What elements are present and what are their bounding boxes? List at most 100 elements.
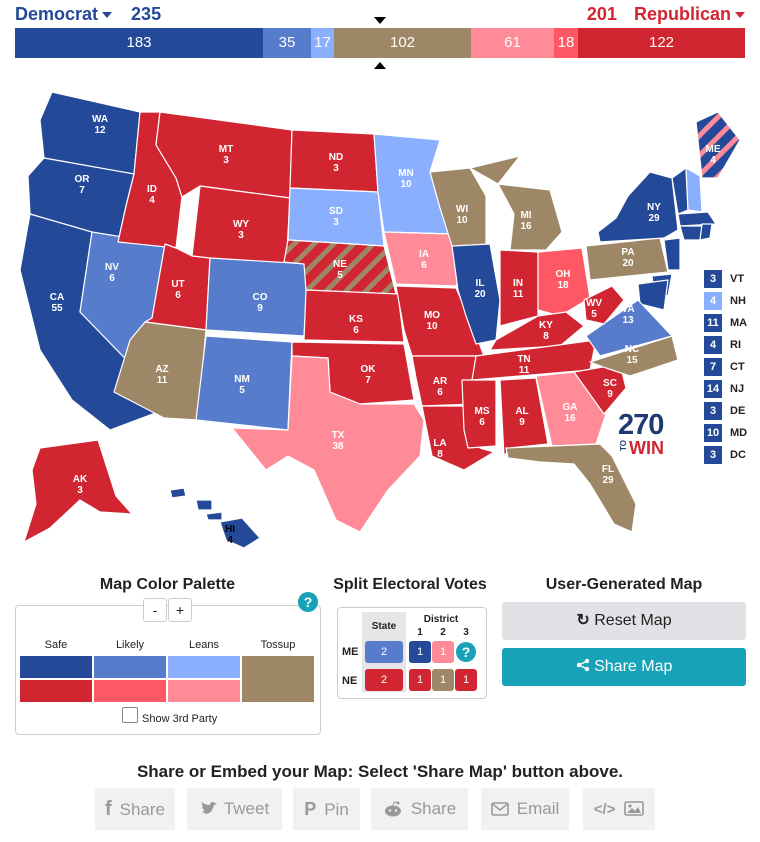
share-map-button[interactable]: Share Map bbox=[502, 648, 746, 686]
palette-plus-button[interactable]: + bbox=[168, 598, 192, 622]
state-label-tx: TX bbox=[332, 430, 345, 441]
ne-district-2[interactable]: 1 bbox=[432, 669, 454, 691]
state-ga[interactable] bbox=[535, 371, 607, 447]
small-state-ev-ri[interactable]: 4 bbox=[704, 336, 722, 354]
reddit-share-button[interactable]: Share bbox=[371, 788, 468, 830]
state-ev-ia: 6 bbox=[421, 260, 427, 271]
state-ev-ak: 3 bbox=[77, 485, 83, 496]
state-ks[interactable] bbox=[303, 289, 405, 343]
state-ms[interactable] bbox=[461, 379, 497, 449]
midpoint-marker-top bbox=[374, 17, 386, 24]
small-state-ev-nj[interactable]: 14 bbox=[704, 380, 722, 398]
state-label-ok: OK bbox=[361, 364, 377, 375]
republican-dropdown[interactable]: 201 Republican bbox=[587, 4, 745, 25]
small-state-label-ct: CT bbox=[730, 361, 745, 373]
me-district-2[interactable]: 1 bbox=[432, 641, 454, 663]
swatch-safe-rep[interactable] bbox=[20, 680, 92, 702]
state-il[interactable] bbox=[451, 243, 501, 345]
state-label-mi: MI bbox=[520, 210, 531, 221]
state-ak[interactable] bbox=[23, 439, 133, 543]
state-label-hi: HI bbox=[225, 524, 235, 535]
email-label: Email bbox=[516, 799, 560, 818]
me-state-votes[interactable]: 2 bbox=[365, 641, 403, 663]
palette-panel: - + ? Safe Likely Leans Tossup Show 3rd … bbox=[15, 592, 321, 735]
state-ev-wa: 12 bbox=[94, 125, 106, 136]
state-oh[interactable] bbox=[537, 247, 591, 317]
facebook-share-button[interactable]: f Share bbox=[95, 788, 175, 830]
split-help-icon[interactable]: ? bbox=[456, 642, 476, 662]
swatch-tossup[interactable] bbox=[242, 656, 314, 702]
state-al[interactable] bbox=[499, 377, 549, 457]
state-label-az: AZ bbox=[155, 364, 168, 375]
state-column-header: State bbox=[371, 621, 397, 632]
small-state-ev-de[interactable]: 3 bbox=[704, 402, 722, 420]
small-state-ev-dc[interactable]: 3 bbox=[704, 446, 722, 464]
state-ev-or: 7 bbox=[79, 185, 85, 196]
state-ev-nm: 5 bbox=[239, 385, 245, 396]
state-ev-ar: 6 bbox=[437, 387, 443, 398]
small-state-ev-vt[interactable]: 3 bbox=[704, 270, 722, 288]
swatch-safe-dem[interactable] bbox=[20, 656, 92, 678]
pinterest-pin-button[interactable]: P Pin bbox=[293, 788, 360, 830]
swatch-lean-rep[interactable] bbox=[168, 680, 240, 702]
state-label-al: AL bbox=[515, 406, 528, 417]
third-party-checkbox[interactable] bbox=[122, 707, 138, 723]
state-shape-minor[interactable] bbox=[677, 211, 717, 227]
state-ky[interactable] bbox=[489, 311, 585, 351]
state-shape-minor[interactable] bbox=[169, 487, 187, 499]
state-ev-co: 9 bbox=[257, 303, 263, 314]
state-ev-nc: 15 bbox=[626, 355, 638, 366]
state-pa[interactable] bbox=[585, 237, 669, 281]
small-state-ev-md[interactable]: 10 bbox=[704, 424, 722, 442]
swatch-lean-dem[interactable] bbox=[168, 656, 240, 678]
small-state-ev-nh[interactable]: 4 bbox=[704, 292, 722, 310]
third-party-label: Show 3rd Party bbox=[142, 713, 218, 725]
palette-header-tossup: Tossup bbox=[260, 639, 296, 651]
state-me[interactable] bbox=[695, 111, 741, 179]
state-label-co: CO bbox=[253, 292, 268, 303]
share-icon bbox=[576, 658, 589, 672]
state-shape-minor[interactable] bbox=[663, 237, 681, 271]
state-shape-minor[interactable] bbox=[205, 511, 223, 521]
state-hi[interactable] bbox=[219, 517, 261, 549]
state-ny[interactable] bbox=[597, 171, 679, 243]
reset-map-label: Reset Map bbox=[594, 612, 672, 629]
state-fl[interactable] bbox=[505, 443, 637, 533]
state-label-ia: IA bbox=[419, 249, 429, 260]
district-number: 2 bbox=[440, 627, 446, 638]
embed-image-button[interactable]: </> bbox=[583, 788, 655, 830]
small-state-ev-ma[interactable]: 11 bbox=[704, 314, 722, 332]
state-label-pa: PA bbox=[621, 247, 634, 258]
state-mi[interactable] bbox=[469, 155, 563, 251]
swatch-likely-dem[interactable] bbox=[94, 656, 166, 678]
state-wv[interactable] bbox=[583, 285, 625, 325]
ne-district-3[interactable]: 1 bbox=[455, 669, 477, 691]
reset-map-button[interactable]: ↻ Reset Map bbox=[502, 602, 746, 640]
state-ev-il: 20 bbox=[474, 289, 486, 300]
state-label-wv: WV bbox=[586, 298, 602, 309]
state-label-mo: MO bbox=[424, 310, 440, 321]
me-district-1[interactable]: 1 bbox=[409, 641, 431, 663]
twitter-tweet-button[interactable]: Tweet bbox=[187, 788, 282, 830]
palette-help-icon[interactable]: ? bbox=[298, 592, 318, 612]
state-shape-minor[interactable] bbox=[685, 167, 703, 213]
small-state-ev-ct[interactable]: 7 bbox=[704, 358, 722, 376]
state-ev-ks: 6 bbox=[353, 325, 359, 336]
ne-district-1[interactable]: 1 bbox=[409, 669, 431, 691]
democrat-dropdown[interactable]: Democrat 235 bbox=[15, 4, 161, 25]
palette-minus-button[interactable]: - bbox=[143, 598, 167, 622]
state-label-nc: NC bbox=[625, 344, 639, 355]
swatch-likely-rep[interactable] bbox=[94, 680, 166, 702]
state-va[interactable] bbox=[585, 299, 673, 357]
state-label-mn: MN bbox=[398, 168, 414, 179]
district-number: 3 bbox=[463, 627, 469, 638]
state-ev-hi: 4 bbox=[227, 535, 233, 546]
email-share-button[interactable]: Email bbox=[481, 788, 569, 830]
state-shape-minor[interactable] bbox=[699, 223, 713, 241]
state-shape-minor[interactable] bbox=[679, 225, 703, 241]
state-shape-minor[interactable] bbox=[195, 499, 213, 511]
ne-state-votes[interactable]: 2 bbox=[365, 669, 403, 691]
tally-tossup: 102 bbox=[334, 28, 471, 58]
state-tx[interactable] bbox=[231, 355, 425, 533]
state-shape-minor[interactable] bbox=[637, 279, 669, 311]
